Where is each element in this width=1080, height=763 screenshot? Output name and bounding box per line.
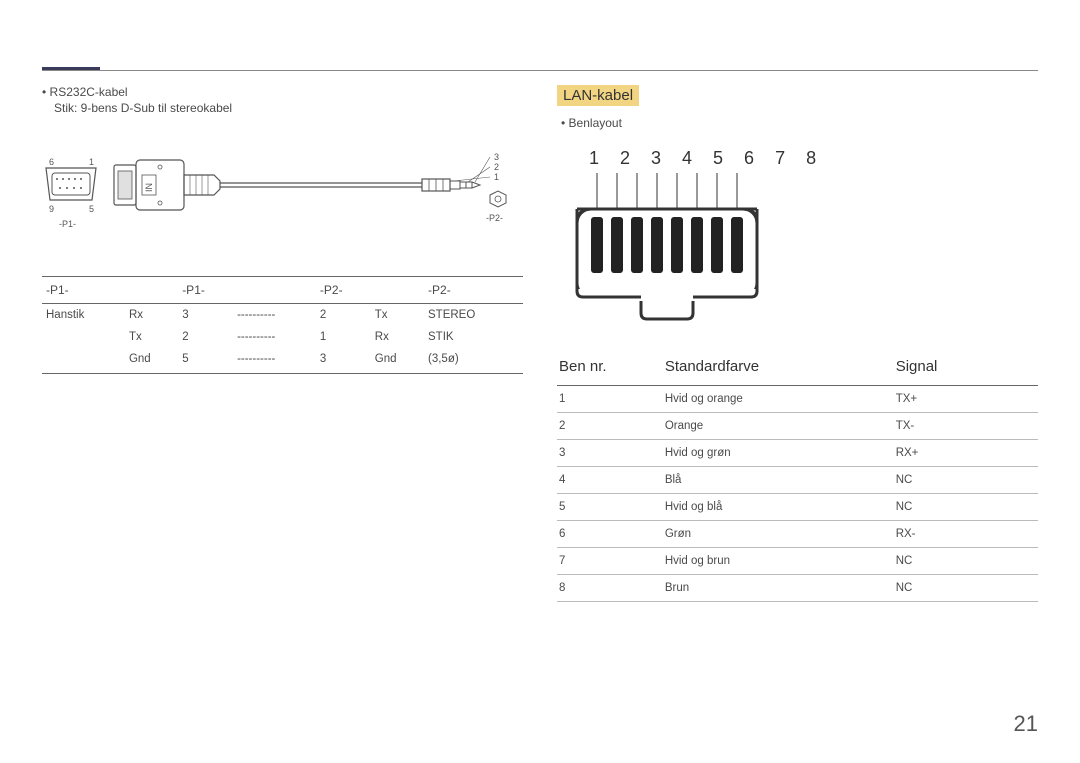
table-row: Gnd5----------3Gnd(3,5ø) bbox=[42, 348, 523, 374]
cell: NC bbox=[894, 548, 1038, 575]
table-row: 6GrønRX- bbox=[557, 521, 1038, 548]
in-label: IN bbox=[144, 183, 154, 192]
cell: 2 bbox=[178, 326, 233, 348]
th-color: Standardfarve bbox=[663, 350, 894, 386]
cell: 5 bbox=[178, 348, 233, 374]
cell bbox=[42, 348, 125, 374]
page-number: 21 bbox=[1014, 711, 1038, 737]
jack-3: 3 bbox=[494, 152, 499, 162]
cell: 1 bbox=[557, 386, 663, 413]
cell: ---------- bbox=[233, 348, 316, 374]
dsub-label: -P1- bbox=[59, 219, 76, 229]
cell: RX+ bbox=[894, 440, 1038, 467]
jack-label: -P2- bbox=[486, 213, 503, 223]
cell: TX+ bbox=[894, 386, 1038, 413]
cell: ---------- bbox=[233, 304, 316, 327]
table-row: 1Hvid og orangeTX+ bbox=[557, 386, 1038, 413]
cell: NC bbox=[894, 494, 1038, 521]
cell: 3 bbox=[178, 304, 233, 327]
left-th: -P2- bbox=[424, 277, 523, 304]
cell: Hvid og grøn bbox=[663, 440, 894, 467]
rs232c-subline: Stik: 9-bens D-Sub til stereokabel bbox=[54, 101, 523, 115]
cell: NC bbox=[894, 467, 1038, 494]
th-ben: Ben nr. bbox=[557, 350, 663, 386]
cell: Grøn bbox=[663, 521, 894, 548]
left-th bbox=[233, 277, 316, 304]
cell: Hanstik bbox=[42, 304, 125, 327]
table-row: 5Hvid og blåNC bbox=[557, 494, 1038, 521]
cell: 2 bbox=[557, 413, 663, 440]
right-column: LAN-kabel Benlayout 1 2 3 4 5 6 7 8 bbox=[557, 85, 1038, 602]
table-row: 4BlåNC bbox=[557, 467, 1038, 494]
table-row: 8BrunNC bbox=[557, 575, 1038, 602]
cable-diagram: 6 1 9 5 -P1- IN bbox=[42, 135, 512, 255]
top-rule bbox=[42, 70, 1038, 71]
cell bbox=[42, 326, 125, 348]
cell: Rx bbox=[371, 326, 424, 348]
cell: Gnd bbox=[125, 348, 178, 374]
jack-1: 1 bbox=[494, 172, 499, 182]
jack-2: 2 bbox=[494, 162, 499, 172]
cell: 3 bbox=[316, 348, 371, 374]
table-row: 3Hvid og grønRX+ bbox=[557, 440, 1038, 467]
cell: Brun bbox=[663, 575, 894, 602]
cell: STEREO bbox=[424, 304, 523, 327]
cell: Hvid og blå bbox=[663, 494, 894, 521]
dsub-pin-1: 1 bbox=[89, 157, 94, 167]
dsub-pin-6: 6 bbox=[49, 157, 54, 167]
left-th bbox=[371, 277, 424, 304]
cell: Hvid og brun bbox=[663, 548, 894, 575]
cell: 2 bbox=[316, 304, 371, 327]
cell: 1 bbox=[316, 326, 371, 348]
cell: ---------- bbox=[233, 326, 316, 348]
dsub-pin-5: 5 bbox=[89, 204, 94, 214]
cell: 4 bbox=[557, 467, 663, 494]
cell: 6 bbox=[557, 521, 663, 548]
th-signal: Signal bbox=[894, 350, 1038, 386]
cell: Tx bbox=[371, 304, 424, 327]
table-row: 7Hvid og brunNC bbox=[557, 548, 1038, 575]
pin-numbers-row: 1 2 3 4 5 6 7 8 bbox=[589, 148, 1038, 169]
cell: Orange bbox=[663, 413, 894, 440]
rj45-diagram bbox=[565, 173, 805, 323]
rs232c-table: -P1--P1--P2--P2- HanstikRx3----------2Tx… bbox=[42, 276, 523, 374]
cell: NC bbox=[894, 575, 1038, 602]
left-th: -P1- bbox=[42, 277, 125, 304]
cell: Rx bbox=[125, 304, 178, 327]
cell: Hvid og orange bbox=[663, 386, 894, 413]
table-row: HanstikRx3----------2TxSTEREO bbox=[42, 304, 523, 327]
left-th bbox=[125, 277, 178, 304]
lan-table: Ben nr. Standardfarve Signal 1Hvid og or… bbox=[557, 350, 1038, 602]
dsub-pin-9: 9 bbox=[49, 204, 54, 214]
table-row: Tx2----------1RxSTIK bbox=[42, 326, 523, 348]
lan-heading: LAN-kabel bbox=[557, 85, 639, 106]
cell: TX- bbox=[894, 413, 1038, 440]
cell: 7 bbox=[557, 548, 663, 575]
cell: Gnd bbox=[371, 348, 424, 374]
cell: 5 bbox=[557, 494, 663, 521]
table-row: 2OrangeTX- bbox=[557, 413, 1038, 440]
rs232c-bullet: RS232C-kabel bbox=[42, 85, 523, 99]
cell: 3 bbox=[557, 440, 663, 467]
cell: (3,5ø) bbox=[424, 348, 523, 374]
left-column: RS232C-kabel Stik: 9-bens D-Sub til ster… bbox=[42, 85, 523, 602]
cell: Blå bbox=[663, 467, 894, 494]
cell: 8 bbox=[557, 575, 663, 602]
left-th: -P1- bbox=[178, 277, 233, 304]
cell: STIK bbox=[424, 326, 523, 348]
cell: Tx bbox=[125, 326, 178, 348]
cell: RX- bbox=[894, 521, 1038, 548]
benlayout-bullet: Benlayout bbox=[561, 116, 1038, 130]
left-th: -P2- bbox=[316, 277, 371, 304]
